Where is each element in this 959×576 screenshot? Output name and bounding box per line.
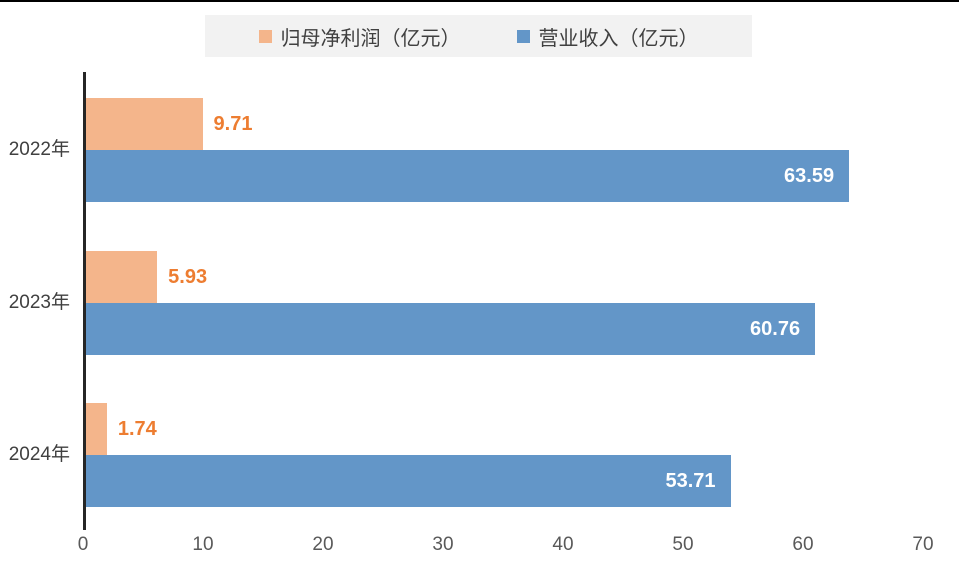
x-axis-tick-label: 0 xyxy=(77,534,89,555)
net-profit-value-label: 9.71 xyxy=(213,113,253,135)
category-label: 2022年 xyxy=(8,139,70,160)
revenue-bar xyxy=(86,302,816,355)
revenue-legend-swatch-icon xyxy=(516,29,530,43)
net-profit-value-label: 1.74 xyxy=(117,418,157,440)
category-label: 2023年 xyxy=(8,291,70,313)
legend-label-revenue: 营业收入（亿元） xyxy=(538,27,699,50)
revenue-bar xyxy=(86,150,850,202)
x-axis-tick-label: 70 xyxy=(912,534,934,555)
net-profit-bar xyxy=(86,403,107,455)
legend-item-revenue: 营业收入（亿元） xyxy=(516,22,699,51)
legend-label-net-profit: 归母净利润（亿元） xyxy=(280,27,461,50)
x-axis-tick-label: 20 xyxy=(312,534,334,555)
category-label: 2024年 xyxy=(8,444,70,465)
net-profit-bar xyxy=(86,250,158,303)
net-profit-bar xyxy=(86,98,203,150)
legend: 归母净利润（亿元） 营业收入（亿元） xyxy=(205,15,752,57)
top-border-line xyxy=(0,0,959,2)
legend-item-net-profit: 归母净利润（亿元） xyxy=(258,22,461,51)
x-axis-tick-label: 50 xyxy=(672,534,694,555)
x-axis-tick-label: 30 xyxy=(432,534,454,555)
x-axis-tick-label: 40 xyxy=(552,534,574,555)
x-axis-tick-label: 10 xyxy=(192,534,214,555)
revenue-bar xyxy=(86,455,731,507)
revenue-value-label: 53.71 xyxy=(665,470,716,492)
revenue-value-label: 63.59 xyxy=(784,165,835,187)
net-profit-legend-swatch-icon xyxy=(258,29,272,43)
revenue-value-label: 60.76 xyxy=(750,317,801,340)
net-profit-value-label: 5.93 xyxy=(168,265,208,288)
y-axis-line xyxy=(83,72,86,530)
x-axis-tick-label: 60 xyxy=(792,534,814,555)
